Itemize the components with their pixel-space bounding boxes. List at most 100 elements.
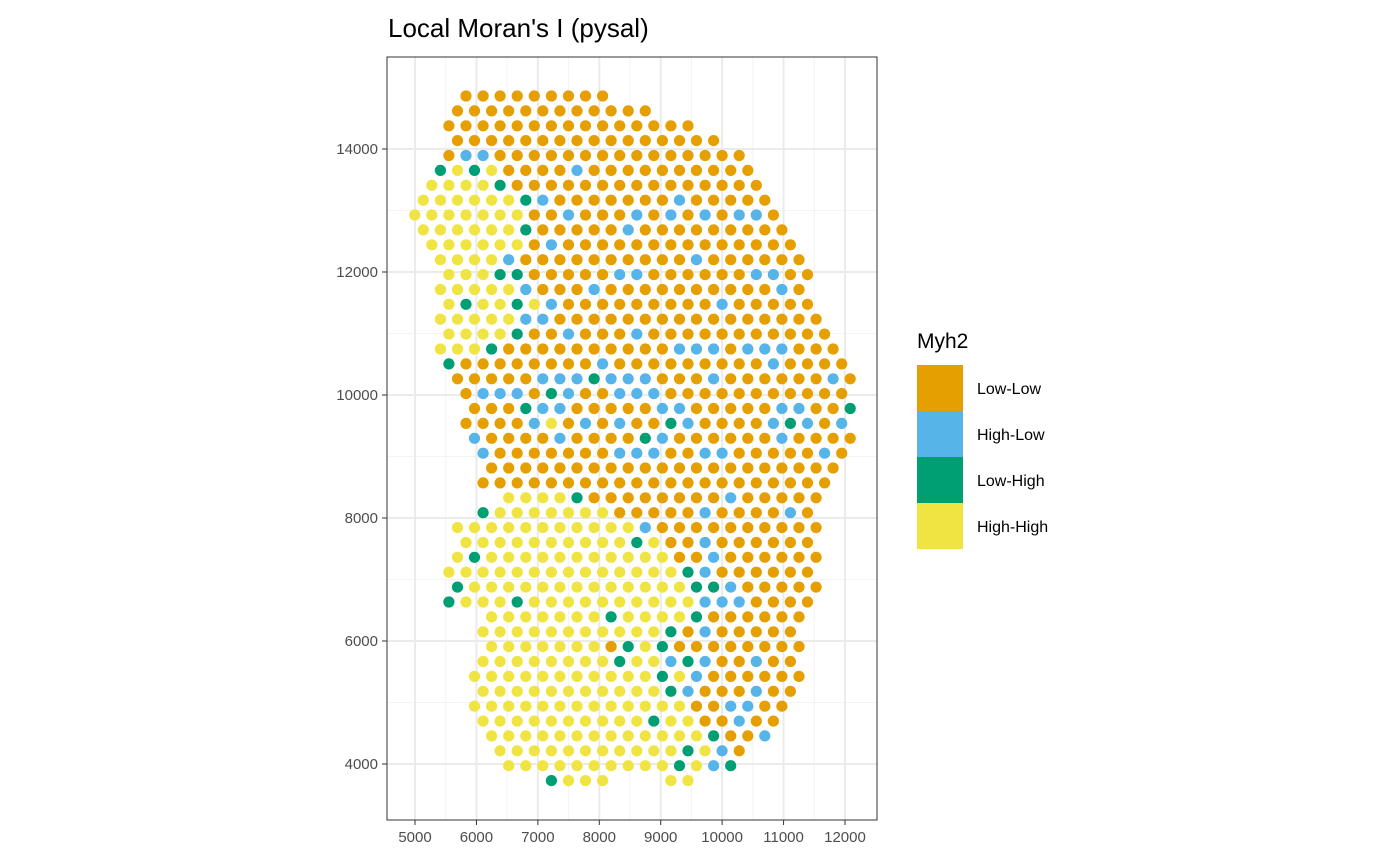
data-point — [597, 596, 609, 608]
data-point — [750, 269, 762, 281]
data-point — [673, 402, 686, 415]
data-point — [665, 388, 677, 400]
data-point — [554, 105, 566, 117]
legend: Myh2 Low-Low High-Low Low-High High-High — [917, 330, 1048, 549]
data-point — [605, 313, 617, 325]
data-point — [759, 641, 771, 653]
data-point — [699, 566, 711, 578]
data-point — [545, 417, 558, 429]
data-point — [554, 581, 566, 593]
data-point — [665, 626, 677, 638]
data-point — [793, 551, 805, 563]
data-point — [537, 105, 549, 117]
data-point — [468, 194, 481, 206]
data-point — [597, 358, 609, 370]
data-point — [554, 670, 566, 683]
data-point — [597, 417, 609, 429]
data-point — [494, 477, 506, 489]
data-point — [494, 596, 506, 608]
data-point — [503, 135, 515, 147]
data-point — [562, 536, 575, 549]
data-point — [486, 254, 498, 266]
data-point — [759, 224, 771, 236]
data-point — [597, 90, 609, 102]
data-point — [784, 655, 797, 668]
data-point — [776, 224, 788, 236]
data-point — [767, 566, 780, 578]
data-point — [545, 655, 558, 668]
data-point — [537, 522, 549, 534]
data-point — [810, 402, 822, 415]
data-point — [639, 432, 651, 444]
data-point — [614, 566, 626, 578]
data-point — [486, 135, 498, 147]
data-point — [767, 685, 780, 697]
data-point — [656, 522, 669, 534]
data-point — [579, 328, 592, 340]
data-point — [588, 551, 600, 563]
data-point — [614, 328, 626, 340]
data-point — [494, 655, 506, 668]
data-point — [562, 745, 575, 757]
data-point — [784, 239, 797, 251]
data-point — [571, 700, 583, 712]
data-point — [426, 239, 438, 251]
data-point — [750, 566, 762, 578]
data-point — [605, 402, 617, 415]
legend-label: Low-Low — [977, 381, 1041, 398]
data-point — [545, 209, 558, 221]
data-point — [528, 655, 540, 668]
data-point — [486, 402, 498, 415]
data-point — [537, 581, 549, 593]
data-point — [554, 611, 566, 623]
data-point — [451, 581, 464, 593]
data-point — [528, 209, 540, 221]
data-point — [511, 388, 523, 400]
data-point — [699, 328, 711, 340]
data-point — [562, 388, 575, 400]
data-point — [767, 447, 780, 459]
data-point — [622, 551, 634, 563]
data-point — [486, 194, 498, 206]
data-point — [520, 670, 532, 683]
legend-label: High-High — [977, 519, 1048, 536]
data-point — [434, 254, 446, 266]
data-point — [588, 641, 600, 653]
data-point — [597, 328, 609, 340]
data-point — [656, 760, 669, 772]
data-point — [614, 477, 626, 489]
data-point — [477, 179, 489, 191]
data-point — [665, 328, 677, 340]
data-point — [682, 209, 694, 221]
data-point — [793, 462, 805, 474]
data-point — [520, 700, 532, 712]
data-point — [579, 745, 592, 757]
data-point — [622, 224, 634, 236]
data-point — [733, 626, 745, 638]
data-point — [503, 164, 515, 176]
data-point — [443, 298, 455, 310]
data-point — [451, 105, 464, 117]
data-point — [776, 313, 788, 325]
data-point — [767, 507, 780, 519]
data-point — [520, 551, 532, 563]
data-point — [588, 462, 600, 474]
data-point — [819, 388, 831, 400]
data-point — [708, 402, 720, 415]
data-point — [511, 745, 523, 757]
data-point — [699, 239, 711, 251]
data-point — [468, 164, 481, 176]
data-point — [434, 283, 446, 296]
data-point — [503, 402, 515, 415]
data-point — [742, 313, 754, 325]
data-point — [511, 655, 523, 668]
data-point — [759, 492, 771, 504]
data-point — [614, 179, 626, 191]
axes: 5000 6000 7000 8000 9000 10000 11000 12000 4000 6… — [336, 56, 878, 846]
data-point — [588, 194, 600, 206]
data-point — [520, 135, 532, 147]
data-point — [665, 715, 677, 727]
data-point — [554, 700, 566, 712]
data-point — [451, 164, 464, 176]
data-point — [648, 209, 660, 221]
